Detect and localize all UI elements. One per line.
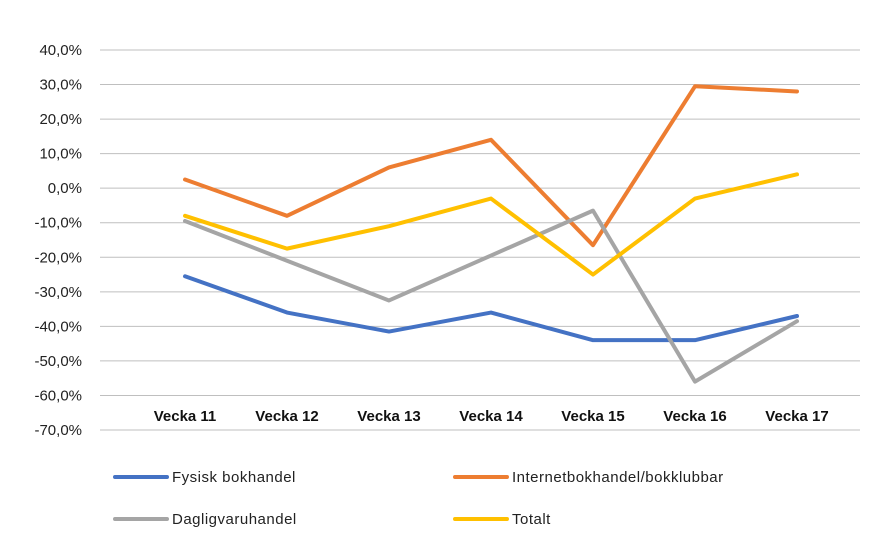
y-tick-label: -70,0% — [34, 422, 82, 439]
y-tick-label: -20,0% — [34, 249, 82, 266]
legend-item: Dagligvaruhandel — [113, 511, 297, 528]
legend-label: Dagligvaruhandel — [172, 511, 297, 528]
y-tick-label: -10,0% — [34, 215, 82, 232]
legend-label: Fysisk bokhandel — [172, 469, 296, 486]
y-tick-label: -40,0% — [34, 318, 82, 335]
y-tick-label: 40,0% — [39, 42, 82, 59]
series-line-3 — [183, 172, 799, 277]
gridlines — [100, 49, 860, 431]
legend-item: Totalt — [453, 511, 551, 528]
legend-item: Fysisk bokhandel — [113, 469, 296, 486]
x-category-label: Vecka 11 — [154, 408, 217, 425]
x-category-label: Vecka 16 — [663, 408, 726, 425]
y-tick-label: -30,0% — [34, 284, 82, 301]
series-lines — [183, 84, 799, 384]
y-axis-tick-labels: 40,0% 30,0% 20,0% 10,0% 0,0% -10,0% -20,0% -30,… — [34, 42, 82, 439]
y-tick-label: 30,0% — [39, 77, 82, 94]
series-line-2 — [183, 208, 799, 384]
series-line-1 — [183, 84, 799, 248]
y-tick-label: -50,0% — [34, 353, 82, 370]
x-category-label: Vecka 15 — [561, 408, 624, 425]
x-category-label: Vecka 14 — [459, 408, 523, 425]
x-category-label: Vecka 13 — [357, 408, 420, 425]
y-tick-label: 10,0% — [39, 146, 82, 163]
legend-label: Totalt — [512, 511, 551, 528]
y-tick-label: 20,0% — [39, 111, 82, 128]
y-tick-label: -60,0% — [34, 387, 82, 404]
legend-label: Internetbokhandel/bokklubbar — [512, 469, 724, 486]
x-category-label: Vecka 17 — [765, 408, 828, 425]
x-category-label: Vecka 12 — [255, 408, 318, 425]
x-axis-category-labels: Vecka 11 Vecka 12 Vecka 13 Vecka 14 Vecka 15… — [154, 408, 829, 425]
legend-item: Internetbokhandel/bokklubbar — [453, 469, 724, 486]
legend: Fysisk bokhandel Internetbokhandel/bokklu… — [113, 469, 724, 528]
y-tick-label: 0,0% — [48, 180, 82, 197]
series-line-0 — [183, 274, 799, 343]
